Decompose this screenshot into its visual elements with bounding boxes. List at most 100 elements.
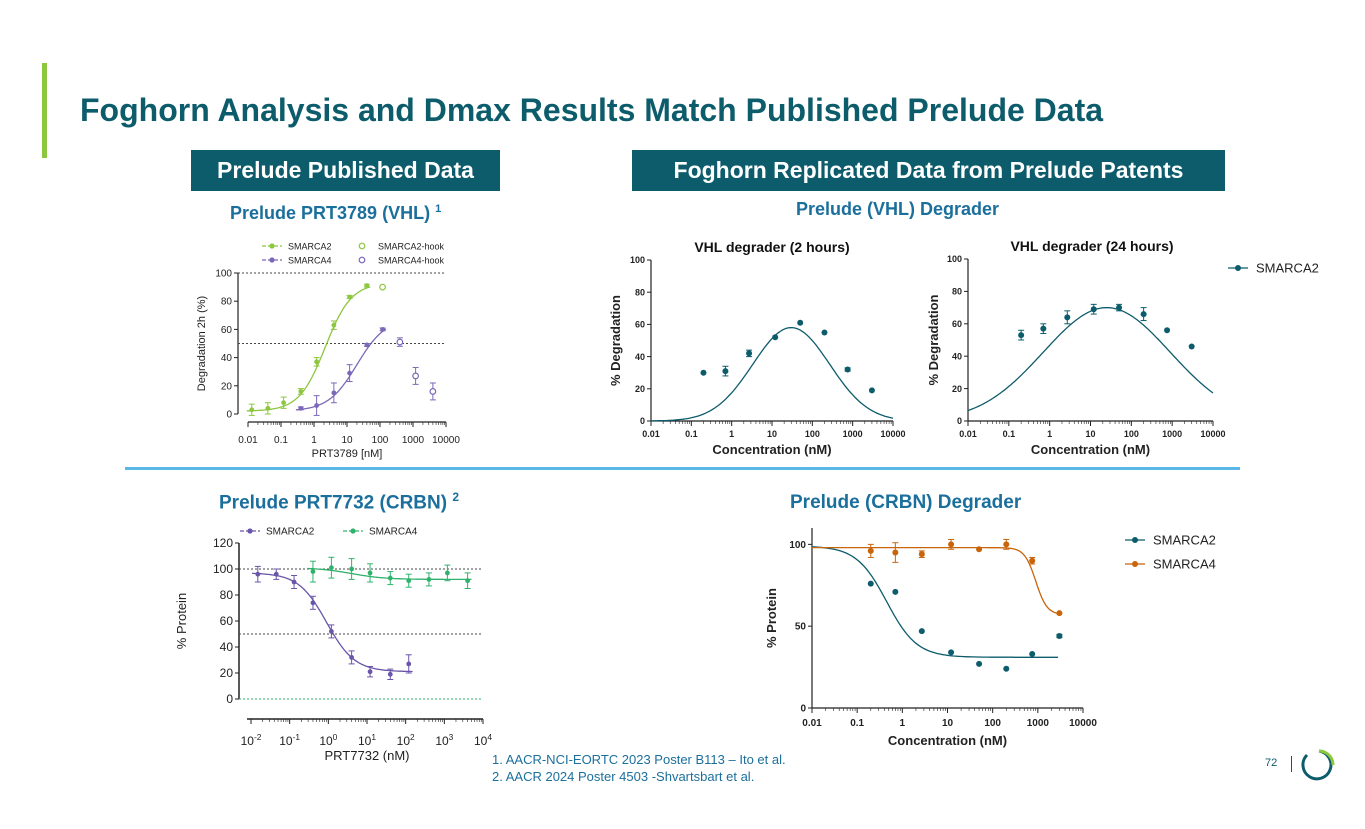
vhl24h-smarca2-point (1040, 325, 1047, 332)
prt7732-ytick-label: 80 (220, 588, 234, 602)
prt7732-xtick-label-base: 10 (279, 734, 293, 748)
crbn-xtick-label: 0.1 (850, 718, 864, 729)
prt7732-smarca2-point (349, 655, 355, 660)
vhl24h-xtick-label: 1000 (1162, 429, 1182, 439)
prt7732-smarca2-point (328, 629, 334, 634)
prt7732-smarca4-point (465, 578, 471, 584)
prt3789-smarca4-fit-curve (295, 328, 387, 411)
footnote-1: 1. AACR-NCI-EORTC 2023 Poster B113 – Ito… (492, 752, 786, 767)
prt3789-smarca2-point (364, 283, 370, 289)
vhl2h-ytick-label: 0 (640, 416, 645, 426)
prt3789-xtick-label: 0.1 (274, 435, 288, 446)
prt3789-legend-label: SMARCA2-hook (378, 242, 445, 252)
prt7732-xtick-label: 100 (319, 732, 337, 748)
header-prelude-published: Prelude Published Data (191, 150, 500, 191)
prt7732-xtick-label-exponent: 1 (371, 732, 376, 742)
crbn-smarca2-fit-curve (811, 546, 1058, 658)
prt3789-smarca4-point (347, 370, 353, 376)
vhl2h-ytick-label: 80 (635, 287, 645, 297)
prt7732-smarca4-point (444, 570, 450, 576)
vhl2h-smarca2-point (746, 350, 753, 357)
vhl24h-smarca2-point (1018, 332, 1025, 339)
prt3789-xtick-label: 0.01 (238, 435, 258, 446)
prt7732-legend-label: SMARCA4 (369, 527, 418, 538)
prt7732-xtick-label-exponent: -1 (293, 732, 301, 742)
crbn-x-axis-label: Concentration (nM) (888, 733, 1007, 748)
prt7732-legend-label: SMARCA2 (266, 527, 315, 538)
vhl24h-smarca2-point (1188, 343, 1195, 350)
vhl2h-xtick-label: 10000 (880, 429, 905, 439)
crbn-smarca4-point (892, 549, 899, 556)
vhl24h-xtick-label: 1 (1047, 429, 1052, 439)
prt7732-smarca2-point (406, 661, 412, 667)
prt3789-xtick-label: 10 (341, 435, 353, 446)
prt7732-smarca2-point (291, 579, 297, 585)
crbn-xtick-label: 100 (984, 718, 1001, 729)
crbn-xtick-label: 1000 (1027, 718, 1050, 729)
prt7732-legend-marker (350, 528, 356, 534)
vhl2h-title: VHL degrader (2 hours) (694, 239, 849, 255)
prt3789-xtick-label: 1000 (402, 435, 425, 446)
prt3789-smarca4-hook-point (412, 372, 420, 380)
crbn-smarca4-point (1029, 557, 1036, 564)
prt7732-smarca4-point (328, 565, 334, 571)
prt3789-ytick-label: 80 (221, 297, 233, 308)
prt3789-legend-marker (358, 256, 366, 264)
header-foghorn-replicated: Foghorn Replicated Data from Prelude Pat… (632, 150, 1225, 191)
subtitle-prt7732-ref: 2 (452, 490, 460, 504)
crbn-xtick-label: 0.01 (802, 718, 822, 729)
crbn-smarca4-point (976, 546, 983, 553)
prt3789-legend-marker (358, 242, 366, 250)
prt7732-xtick-label-base: 10 (474, 734, 488, 748)
vhl2h-smarca2-point (700, 369, 707, 376)
prt7732-smarca4-point (349, 566, 355, 572)
crbn-smarca4-point (918, 551, 925, 558)
prt3789-y-axis-label: Degradation 2h (%) (196, 296, 208, 391)
prt7732-smarca2-fit-curve (252, 572, 413, 673)
crbn-ytick-label: 0 (800, 704, 806, 715)
crbn-smarca2-point (948, 649, 955, 656)
accent-bar (42, 63, 47, 158)
vhl24h-title: VHL degrader (24 hours) (1010, 238, 1173, 254)
prt3789-smarca4-point (314, 403, 320, 408)
crbn-smarca2-point (976, 660, 983, 667)
prt3789-smarca2-point (298, 389, 304, 394)
crbn-smarca4-point (948, 541, 955, 548)
vhl24h-xtick-label: 0.1 (1003, 429, 1016, 439)
prt7732-xtick-label-exponent: 0 (333, 732, 338, 742)
subtitle-prt7732: Prelude PRT7732 (CRBN) 2 (219, 490, 459, 514)
prt3789-smarca2-hook-point (379, 283, 387, 291)
crbn-smarca2-point (1056, 633, 1063, 639)
vhl2h-smarca2-fit-curve (651, 326, 894, 422)
vhl24h-ytick-label: 40 (952, 351, 962, 361)
page-title: Foghorn Analysis and Dmax Results Match … (80, 92, 1104, 128)
crbn-y-axis-label: % Protein (764, 588, 779, 648)
vhl2h-ytick-label: 20 (635, 384, 645, 394)
prt7732-ytick-label: 0 (226, 692, 233, 706)
prt7732-xtick-label: 101 (358, 732, 376, 748)
crbn-smarca4-point (1056, 610, 1063, 617)
prt7732-ytick-label: 40 (220, 640, 234, 654)
prt3789-xtick-label: 10000 (432, 435, 460, 446)
prt3789-smarca2-point (281, 400, 287, 406)
crbn-smarca2-point (918, 628, 925, 635)
prt7732-xtick-label-base: 10 (397, 734, 411, 748)
vhl24h-smarca2-point (1090, 306, 1097, 313)
prt7732-y-axis-label: % Protein (174, 593, 189, 649)
prt3789-smarca4-point (380, 327, 386, 332)
prt3789-smarca4-point (364, 342, 370, 348)
crbn-xtick-label: 10000 (1069, 718, 1097, 729)
vhl24h-ytick-label: 80 (952, 287, 962, 297)
vhl24h-xtick-label: 0.01 (959, 429, 977, 439)
prt3789-smarca4-point (298, 405, 304, 411)
prt3789-smarca2-point (249, 407, 255, 413)
vhl24h-smarca2-point (1064, 314, 1071, 321)
footnote-2: 2. AACR 2024 Poster 4503 -Shvartsbart et… (492, 769, 755, 784)
prt7732-xtick-label-exponent: 3 (449, 732, 454, 742)
vhl2h-xtick-label: 100 (805, 429, 820, 439)
prt7732-legend-marker (247, 528, 253, 534)
prt7732-xtick-label: 102 (397, 732, 415, 748)
prt3789-smarca2-fit-curve (246, 286, 371, 412)
vhl2h-xtick-label: 1 (729, 429, 734, 439)
